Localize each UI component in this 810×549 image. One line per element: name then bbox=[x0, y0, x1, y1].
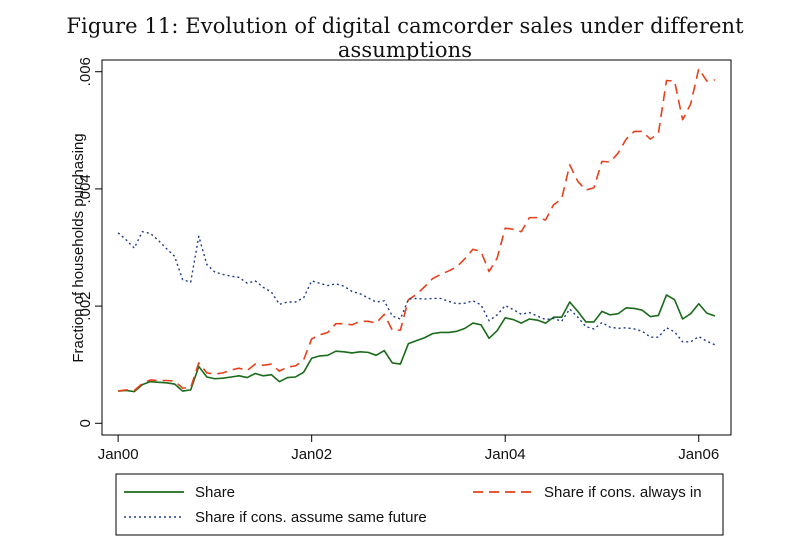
legend-label-1: Share if cons. always in bbox=[544, 484, 702, 501]
legend-label-2: Share if cons. assume same future bbox=[195, 509, 427, 526]
x-tick-label: Jan02 bbox=[291, 446, 332, 463]
legend: Share Share if cons. always in Share if co… bbox=[124, 484, 702, 526]
figure-title: Figure 11: Evolution of digital camcorde… bbox=[66, 14, 744, 62]
y-tick-label: .006 bbox=[77, 57, 94, 86]
series-lines bbox=[117, 67, 716, 393]
series-line-2 bbox=[117, 230, 716, 346]
series-line-0 bbox=[118, 294, 716, 393]
legend-box bbox=[115, 473, 724, 536]
y-tick-label: .002 bbox=[77, 291, 94, 320]
y-tick-label: .004 bbox=[77, 174, 94, 203]
axis-ticks: Jan00 Jan02 Jan04 Jan06 0 .002 .004 .006 bbox=[77, 57, 719, 463]
x-tick-label: Jan04 bbox=[485, 446, 526, 463]
legend-label-0: Share bbox=[195, 484, 235, 501]
y-tick-label: 0 bbox=[77, 419, 94, 427]
series-line-1 bbox=[118, 67, 715, 392]
x-tick-label: Jan00 bbox=[98, 446, 139, 463]
x-tick-label: Jan06 bbox=[678, 446, 719, 463]
y-axis-title: Fraction of households purchasing bbox=[70, 133, 87, 362]
